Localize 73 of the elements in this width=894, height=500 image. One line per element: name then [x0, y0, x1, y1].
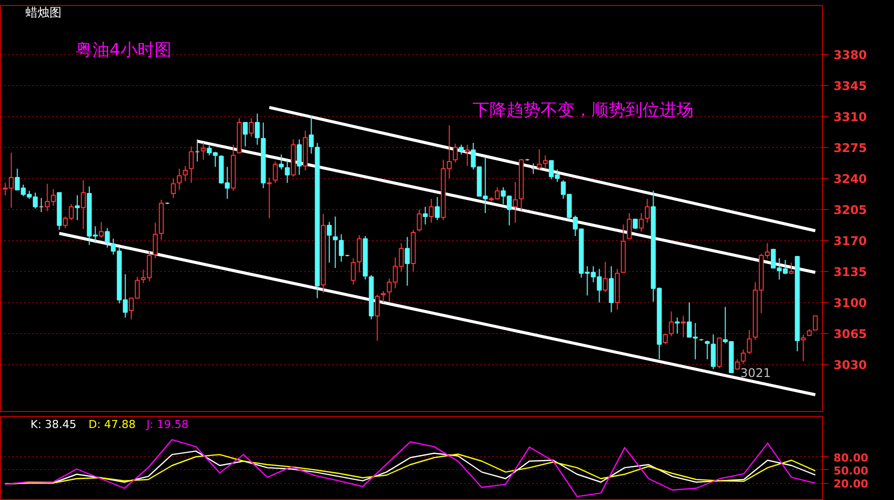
- candlestick: [512, 181, 518, 224]
- candlestick: [674, 317, 680, 334]
- candlestick: [188, 146, 194, 184]
- candlestick: [638, 212, 644, 232]
- text: 粤油4小时图: [76, 40, 172, 60]
- candlestick: [422, 206, 428, 226]
- candlestick: [542, 154, 548, 170]
- y-tick-label: 3275: [834, 140, 867, 155]
- y-tick-label: 3100: [834, 296, 867, 310]
- y-tick-label: 20.00: [834, 478, 869, 490]
- candlestick: [200, 142, 206, 160]
- text: D: 47.88: [88, 418, 136, 431]
- candlestick: [602, 261, 608, 292]
- candlestick: [308, 114, 314, 154]
- candlestick: [644, 198, 650, 224]
- candlestick: [170, 178, 176, 198]
- candlestick: [278, 154, 284, 170]
- candlestick: [668, 310, 674, 337]
- line-series: [4, 439, 816, 498]
- y-tick-label: 3205: [834, 202, 867, 217]
- candlestick: [332, 216, 338, 268]
- candlestick: [458, 144, 464, 155]
- candlestick: [746, 330, 752, 354]
- candlestick: [350, 258, 356, 286]
- series-label: J: 19.58: [146, 418, 188, 431]
- text: K: 38.45: [30, 418, 76, 431]
- annotation: 蜡烛图: [26, 6, 62, 20]
- candlestick: [416, 208, 422, 232]
- candlestick: [800, 334, 806, 362]
- candlestick: [632, 218, 638, 230]
- candlestick: [662, 334, 668, 345]
- candlestick: [356, 234, 362, 273]
- candlestick: [710, 334, 716, 370]
- candlestick: [428, 198, 434, 224]
- y-tick-label: 3310: [834, 110, 867, 124]
- candlestick: [272, 161, 278, 184]
- candlestick: [242, 122, 248, 147]
- candlestick: [296, 138, 302, 176]
- candlestick: [152, 222, 158, 259]
- candlestick: [734, 358, 740, 370]
- candlestick: [452, 143, 458, 163]
- candlestick: [680, 315, 686, 338]
- candlestick: [434, 196, 440, 221]
- candlestick: [704, 340, 710, 360]
- candlestick: [374, 294, 380, 342]
- y-tick-label: 50.00: [834, 464, 869, 478]
- candlestick: [464, 144, 470, 166]
- y-tick-label: 3170: [834, 234, 867, 248]
- candlestick: [254, 113, 260, 146]
- candlestick: [326, 221, 332, 264]
- y-tick-label: 3240: [834, 172, 867, 186]
- candlestick: [812, 315, 818, 331]
- candlestick: [608, 266, 614, 313]
- candlestick: [284, 159, 290, 184]
- candlestick: [98, 221, 104, 238]
- y-tick-label: 80.00: [834, 451, 869, 464]
- y-tick-label: 3030: [834, 358, 867, 372]
- y-tick-label: 3065: [834, 327, 867, 342]
- candlestick: [380, 290, 386, 304]
- candlestick: [338, 234, 344, 262]
- candlestick: [536, 148, 542, 170]
- candlestick: [248, 118, 254, 138]
- y-tick-label: 3135: [834, 265, 867, 280]
- candlestick: [740, 349, 746, 364]
- annotation: 3021: [740, 366, 771, 380]
- y-tick-label: 3345: [834, 78, 867, 93]
- candlestick: [104, 228, 110, 248]
- candlestick: [74, 194, 80, 221]
- annotation: 下降趋势不变，顺势到位进场: [472, 100, 694, 120]
- candlestick: [80, 180, 86, 230]
- candlestick: [404, 236, 410, 286]
- y-tick-label: 3380: [834, 48, 867, 62]
- candlestick: [626, 212, 632, 240]
